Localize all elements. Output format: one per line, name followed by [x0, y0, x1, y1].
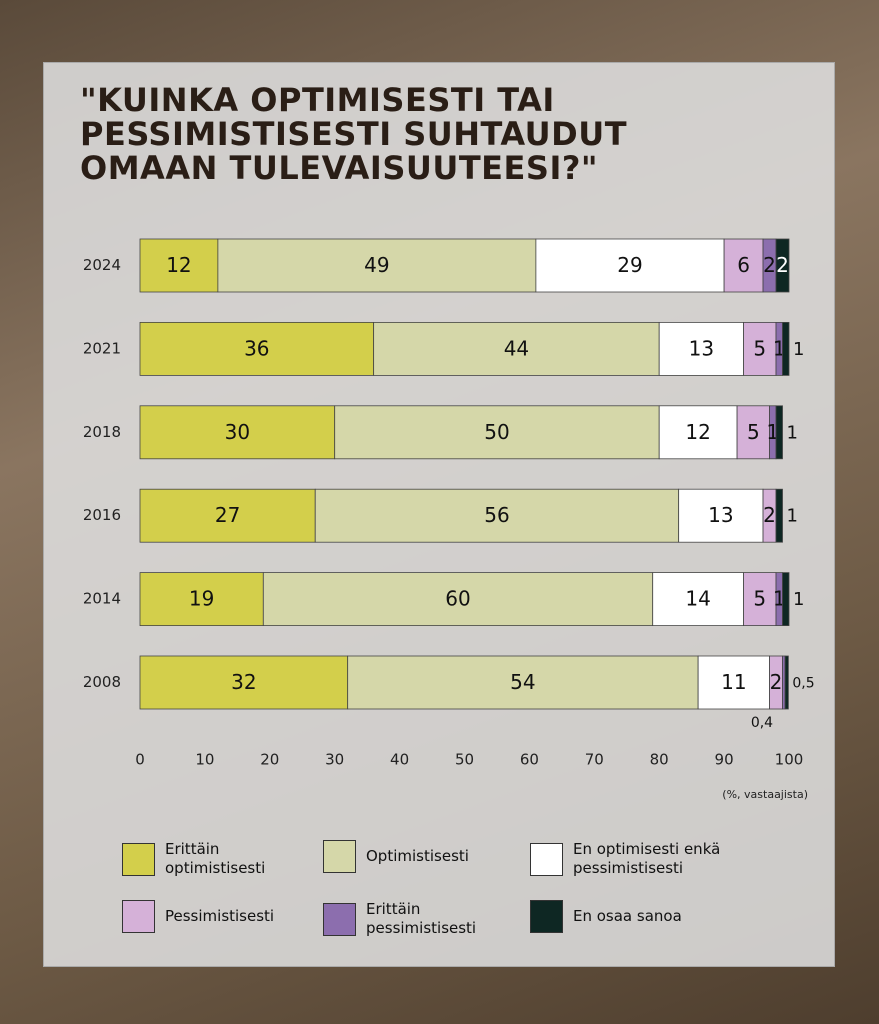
data-label: 1 [787, 422, 798, 443]
legend-swatch [122, 900, 155, 933]
data-label: 36 [244, 336, 269, 360]
legend-item: Pessimistisesti [122, 900, 274, 933]
y-tick-label: 2016 [83, 506, 121, 524]
x-tick-label: 80 [650, 751, 669, 769]
legend-label: En optimisesti enkä pessimistisesti [573, 840, 721, 877]
bar-segment [139, 321, 375, 376]
legend-label: Pessimistisesti [165, 907, 275, 925]
bar-segment [775, 405, 783, 460]
y-tick-label: 2018 [83, 423, 121, 441]
legend-item: En optimisesti enkä pessimistisesti [530, 840, 773, 878]
bar-segment [139, 238, 219, 293]
data-label: 13 [689, 336, 714, 360]
y-tick-label: 2024 [83, 256, 121, 274]
bar-segment [736, 405, 770, 460]
bar-segment [784, 655, 789, 710]
bar-segment [347, 655, 699, 710]
data-label: 14 [685, 587, 710, 611]
chart-title: OMAAN TULEVAISUUTEESI?" [80, 149, 598, 187]
data-label: 56 [484, 503, 509, 527]
legend-item: Erittäin pessimistisesti [323, 900, 486, 938]
data-label: 5 [753, 336, 766, 360]
chart-title: "KUINKA OPTIMISESTI TAI [80, 81, 555, 119]
data-label: 32 [231, 670, 256, 694]
bar-segment [652, 572, 744, 626]
bar-segment [262, 572, 654, 626]
bar-segment [658, 321, 744, 376]
data-label: 1 [787, 506, 798, 527]
bar-segment [535, 238, 725, 293]
x-tick-label: 90 [715, 751, 734, 769]
data-label: 2 [770, 670, 783, 694]
x-tick-label: 30 [325, 751, 344, 769]
data-label: 1 [793, 589, 804, 610]
data-label: 12 [166, 253, 191, 277]
legend-label: Erittäin optimistisesti [165, 840, 266, 877]
data-label: 60 [445, 587, 470, 611]
x-tick-label: 20 [260, 751, 279, 769]
y-tick-label: 2021 [83, 339, 121, 357]
bar-segment [743, 572, 777, 626]
legend-item: Erittäin optimistisesti [122, 840, 285, 878]
data-label: 6 [737, 253, 750, 277]
bar-segment [658, 405, 738, 460]
x-tick-label: 60 [520, 751, 539, 769]
bar-segment [314, 488, 680, 543]
legend-label: Erittäin pessimistisesti [366, 900, 477, 937]
legend-label: En osaa sanoa [573, 907, 682, 925]
data-label: 0,4 [751, 715, 773, 731]
data-label: 50 [484, 420, 509, 444]
legend-item: En osaa sanoa [530, 900, 682, 933]
x-tick-label: 0 [135, 751, 145, 769]
bar-segment [775, 238, 790, 293]
bar-segment [697, 655, 770, 710]
data-label: 49 [364, 253, 389, 277]
data-label: 2 [763, 503, 776, 527]
bar-segment [139, 655, 349, 710]
legend-swatch [530, 900, 563, 933]
x-tick-label: 100 [775, 751, 804, 769]
x-axis-label: (%, vastaajista) [722, 788, 808, 801]
legend-label: Optimistisesti [366, 847, 469, 865]
data-label: 2 [763, 253, 776, 277]
data-label: 5 [747, 420, 760, 444]
bar-segment [775, 488, 783, 543]
bar-segment [334, 405, 660, 460]
data-label: 29 [617, 253, 642, 277]
x-tick-label: 10 [195, 751, 214, 769]
bar-segment [782, 572, 790, 626]
legend-swatch [323, 902, 356, 936]
bar-segment [723, 238, 764, 293]
bar-segment [139, 405, 336, 460]
legend-item: Optimistisesti [323, 840, 469, 873]
data-label: 0,5 [792, 676, 814, 692]
data-label: 54 [510, 670, 535, 694]
y-tick-label: 2014 [83, 590, 121, 608]
data-label: 30 [225, 420, 250, 444]
data-label: 11 [721, 670, 746, 694]
bar-segment [217, 238, 537, 293]
data-label: 27 [215, 503, 240, 527]
y-tick-label: 2008 [83, 673, 121, 691]
bar-segment [678, 488, 764, 543]
legend-swatch [122, 842, 155, 876]
chart-title: PESSIMISTISESTI SUHTAUDUT [80, 115, 627, 153]
data-label: 2 [776, 253, 789, 277]
legend-swatch [323, 840, 356, 873]
data-label: 13 [708, 503, 733, 527]
data-label: 44 [504, 336, 529, 360]
bar-segment [782, 321, 790, 376]
data-label: 5 [753, 587, 766, 611]
x-tick-label: 70 [585, 751, 604, 769]
x-tick-label: 40 [390, 751, 409, 769]
legend-swatch [530, 842, 563, 876]
bar-segment [139, 572, 264, 626]
data-label: 1 [793, 339, 804, 360]
data-label: 12 [685, 420, 710, 444]
x-tick-label: 50 [455, 751, 474, 769]
data-label: 19 [189, 587, 214, 611]
